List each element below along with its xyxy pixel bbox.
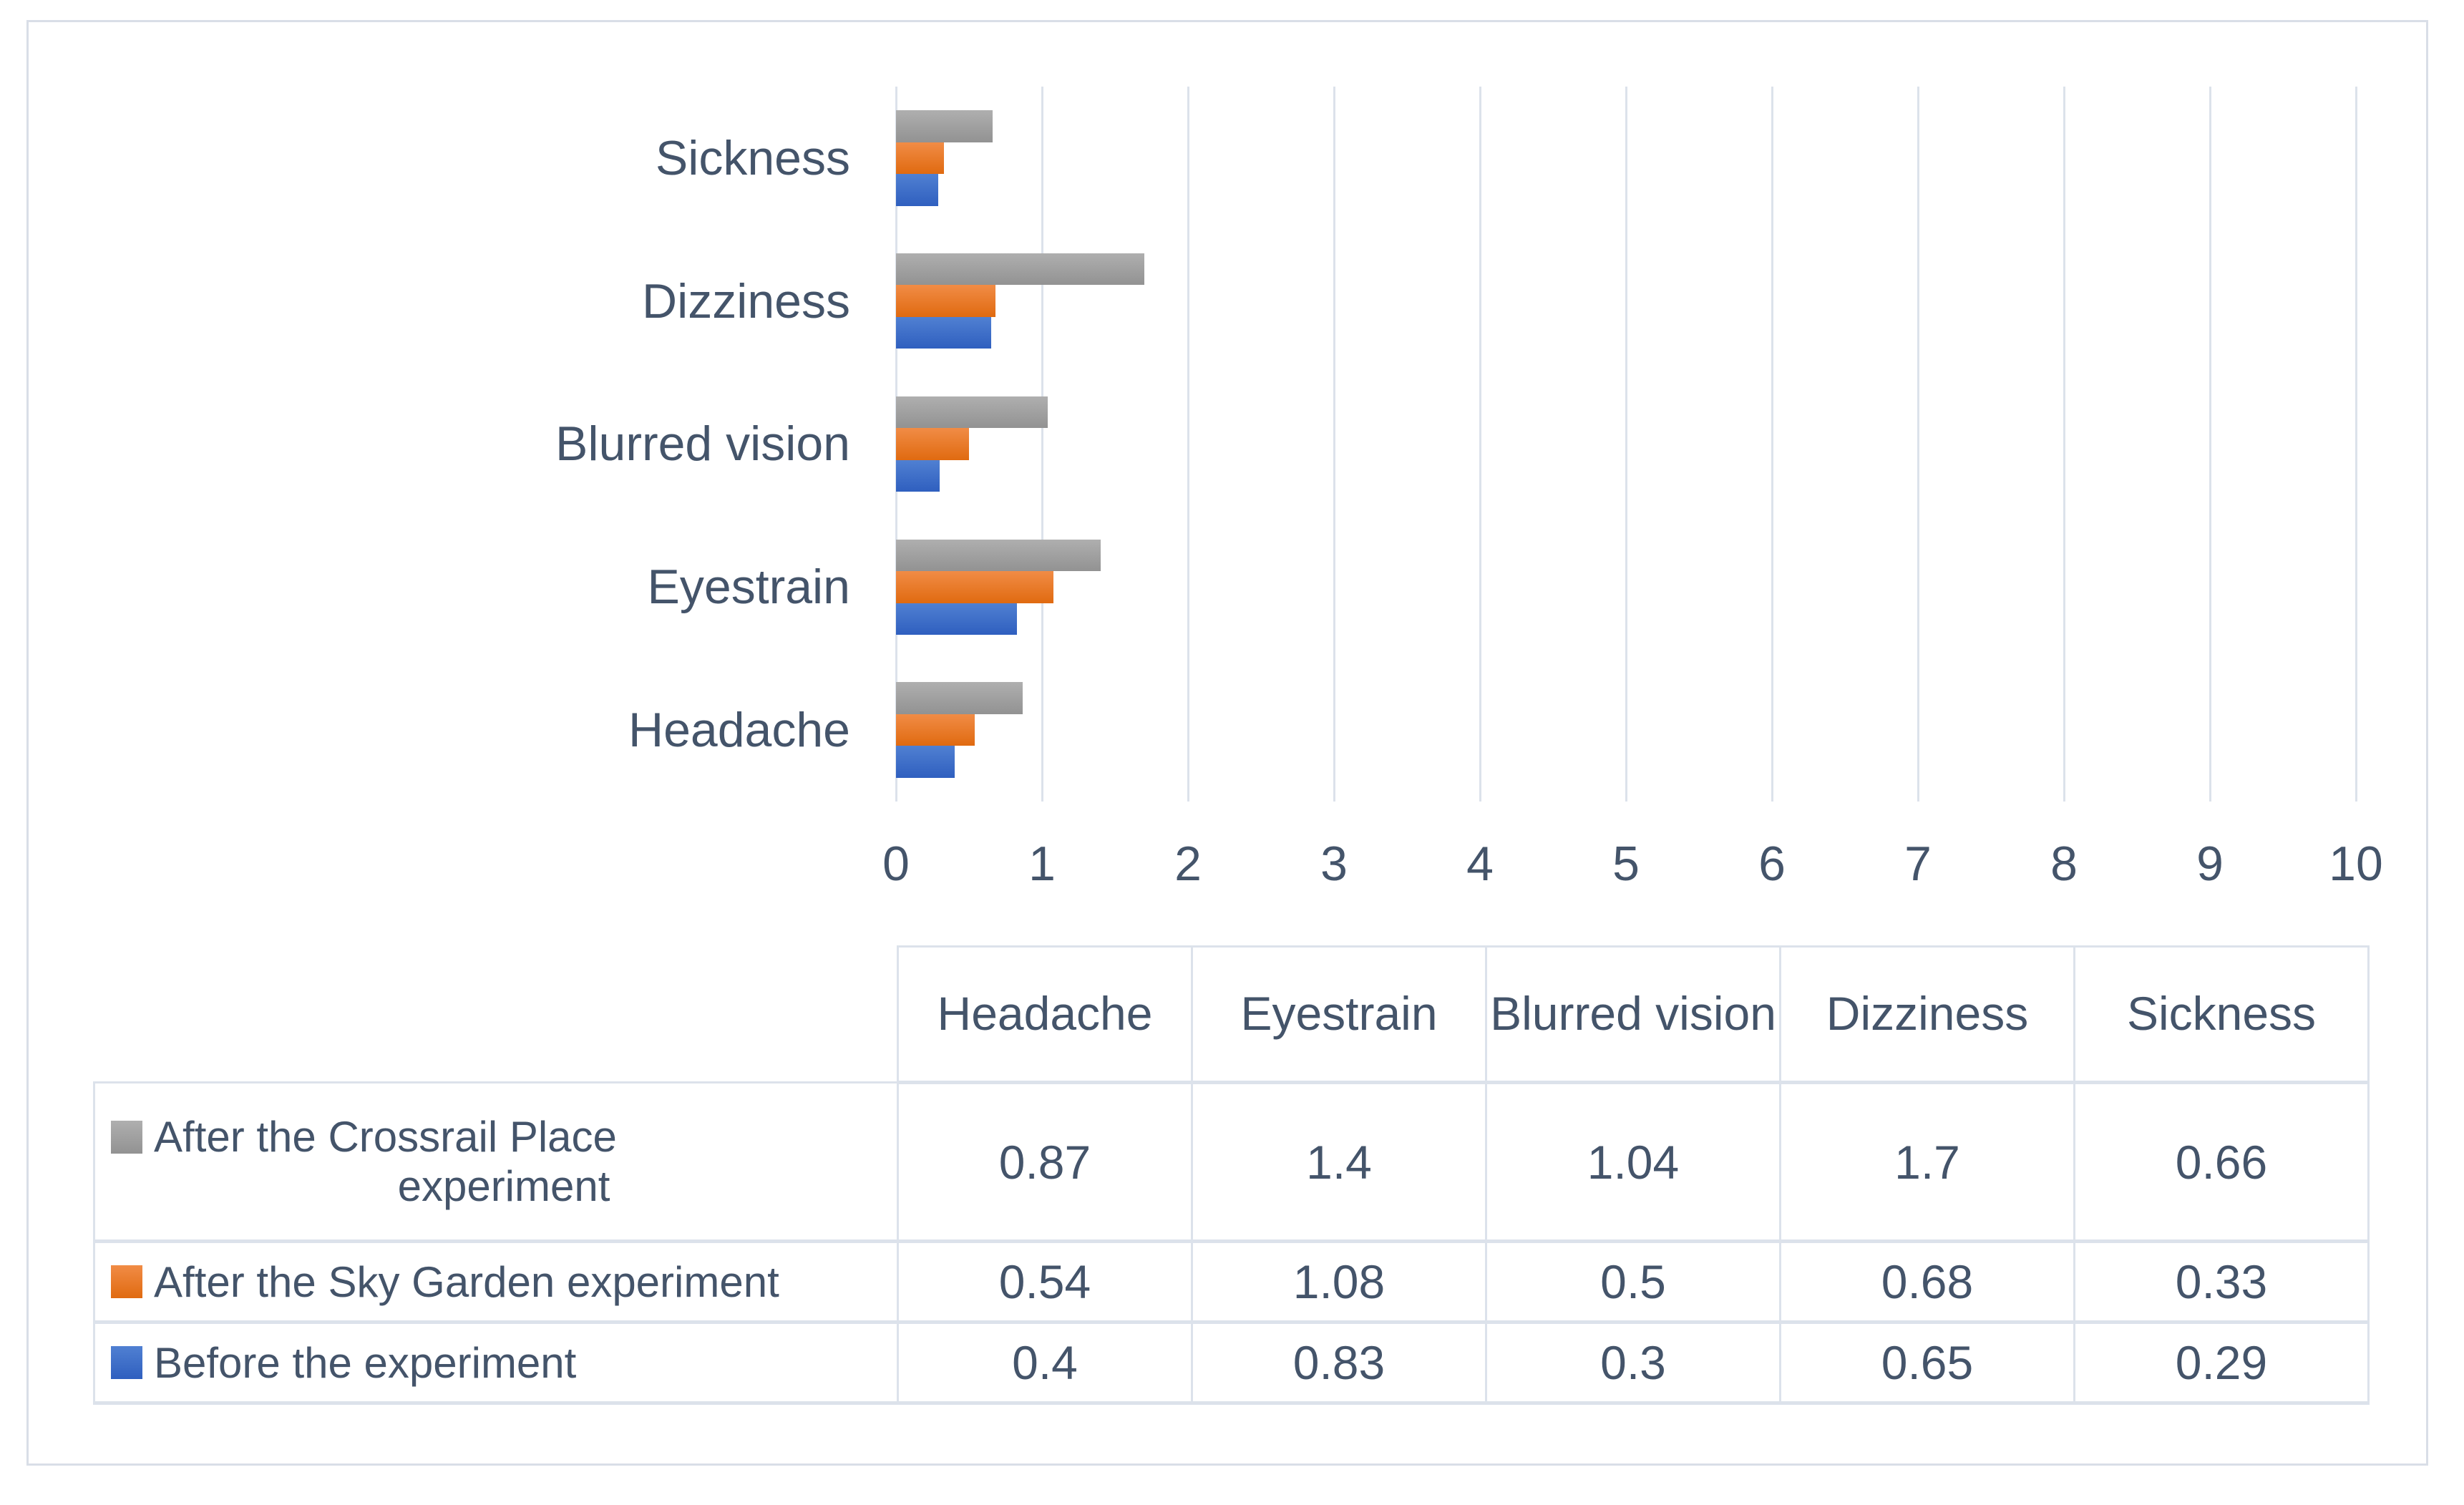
table-row: Before the experiment 0.4 0.83 0.3 0.65 … xyxy=(93,1321,2370,1405)
x-tick-label: 1 xyxy=(1028,837,1056,891)
category-label-sickness: Sickness xyxy=(655,130,850,185)
table-cell: 0.3 xyxy=(1485,1321,1781,1405)
x-tick-label: 0 xyxy=(882,837,910,891)
category-label-dizziness: Dizziness xyxy=(642,273,850,328)
table-cell: 0.4 xyxy=(897,1321,1193,1405)
table-header-row: Headache Eyestrain Blurred vision Dizzin… xyxy=(94,945,2370,1084)
x-tick-label: 5 xyxy=(1612,837,1640,891)
bar-series-1-eyestrain xyxy=(896,571,1054,603)
bar-series-2-dizziness xyxy=(896,316,991,349)
data-table: Headache Eyestrain Blurred vision Dizzin… xyxy=(93,945,2370,1405)
x-tick-label: 7 xyxy=(1904,837,1932,891)
table-cell: 0.29 xyxy=(2073,1321,2370,1405)
bar-series-1-dizziness xyxy=(896,285,995,317)
gridline xyxy=(1625,87,1627,802)
x-tick-label: 9 xyxy=(2196,837,2224,891)
bar-series-2-blurred-vision xyxy=(896,459,940,492)
bar-series-0-sickness xyxy=(896,110,993,142)
bar-series-2-headache xyxy=(896,746,955,778)
category-label-blurred-vision: Blurred vision xyxy=(555,417,850,472)
plot-area xyxy=(895,87,2357,802)
bar-series-0-dizziness xyxy=(896,253,1144,286)
legend-label: After the Crossrail Place xyxy=(154,1113,617,1161)
legend-marker xyxy=(111,1120,142,1154)
gridline xyxy=(1479,87,1481,802)
x-tick-label: 2 xyxy=(1174,837,1202,891)
table-cell: 0.54 xyxy=(897,1240,1193,1324)
legend-marker xyxy=(111,1265,142,1298)
bar-series-2-sickness xyxy=(896,174,939,206)
gridline xyxy=(2355,87,2357,802)
category-label-headache: Headache xyxy=(628,703,850,758)
column-header-sickness: Sickness xyxy=(2073,945,2370,1084)
legend-marker xyxy=(111,1346,142,1379)
x-tick-label: 4 xyxy=(1466,837,1494,891)
table-cell: 0.33 xyxy=(2073,1240,2370,1324)
legend-label: Before the experiment xyxy=(154,1338,577,1387)
x-tick-label: 3 xyxy=(1320,837,1348,891)
legend-cell-crossrail: After the Crossrail Place experiment xyxy=(93,1081,899,1243)
legend-label-wrap-line: experiment xyxy=(397,1162,610,1210)
value-axis: 0 1 2 3 4 5 6 7 8 9 10 xyxy=(882,836,2383,900)
category-axis-labels: Sickness Dizziness Blurred vision Eyestrain… xyxy=(170,87,850,802)
table-row: After the Sky Garden experiment 0.54 1.0… xyxy=(93,1240,2370,1324)
x-tick-label: 8 xyxy=(2050,837,2078,891)
table-cell: 1.7 xyxy=(1779,1081,2075,1243)
legend-cell-sky-garden: After the Sky Garden experiment xyxy=(93,1240,899,1324)
gridline xyxy=(1333,87,1335,802)
table-cell: 1.04 xyxy=(1485,1081,1781,1243)
bar-series-1-blurred-vision xyxy=(896,428,969,460)
bar-series-2-eyestrain xyxy=(896,603,1018,635)
x-tick-label: 10 xyxy=(2329,837,2383,891)
gridline xyxy=(1187,87,1189,802)
column-header-blurred-vision: Blurred vision xyxy=(1485,945,1781,1084)
legend-label: After the Sky Garden experiment xyxy=(154,1257,779,1306)
category-label-eyestrain: Eyestrain xyxy=(647,560,850,615)
column-header-dizziness: Dizziness xyxy=(1779,945,2075,1084)
table-cell: 0.65 xyxy=(1779,1321,2075,1405)
table-cell: 0.68 xyxy=(1779,1240,2075,1324)
bar-series-0-blurred-vision xyxy=(896,396,1048,429)
gridline xyxy=(1917,87,1919,802)
gridline xyxy=(2063,87,2065,802)
table-cell: 1.08 xyxy=(1191,1240,1487,1324)
table-cell: 0.5 xyxy=(1485,1240,1781,1324)
table-cell: 0.83 xyxy=(1191,1321,1487,1405)
table-cell: 0.87 xyxy=(897,1081,1193,1243)
x-tick-label: 6 xyxy=(1758,837,1786,891)
table-corner-blank xyxy=(94,947,898,1083)
gridline xyxy=(1771,87,1773,802)
column-header-eyestrain: Eyestrain xyxy=(1191,945,1487,1084)
column-header-headache: Headache xyxy=(897,945,1193,1084)
table-cell: 1.4 xyxy=(1191,1081,1487,1243)
bar-series-1-headache xyxy=(896,713,975,746)
gridline xyxy=(2209,87,2211,802)
bar-series-0-eyestrain xyxy=(896,539,1101,572)
bar-series-0-headache xyxy=(896,682,1023,714)
table-cell: 0.66 xyxy=(2073,1081,2370,1243)
gridline xyxy=(1041,87,1043,802)
table-row: After the Crossrail Place experiment 0.87… xyxy=(93,1081,2370,1243)
legend-cell-before: Before the experiment xyxy=(93,1321,899,1405)
bar-series-1-sickness xyxy=(896,142,945,175)
